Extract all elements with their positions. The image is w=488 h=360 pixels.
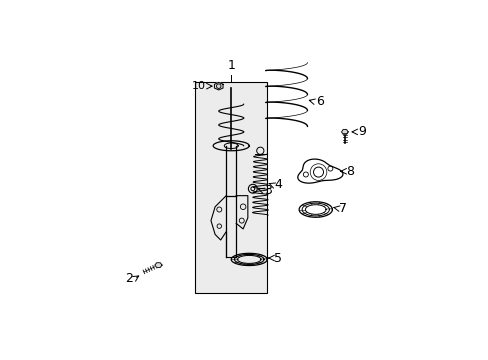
Bar [195, 82, 267, 293]
Polygon shape [341, 130, 347, 134]
Polygon shape [214, 82, 223, 90]
Polygon shape [155, 263, 162, 267]
Text: 2: 2 [124, 272, 133, 285]
Text: 6: 6 [315, 95, 323, 108]
Text: 1: 1 [227, 59, 235, 72]
Text: 8: 8 [346, 165, 353, 178]
Text: 10: 10 [192, 81, 206, 91]
Text: 9: 9 [357, 125, 366, 138]
Text: 5: 5 [274, 252, 282, 265]
Text: 7: 7 [339, 202, 346, 215]
Text: 3: 3 [264, 184, 271, 197]
Text: 4: 4 [274, 178, 282, 191]
